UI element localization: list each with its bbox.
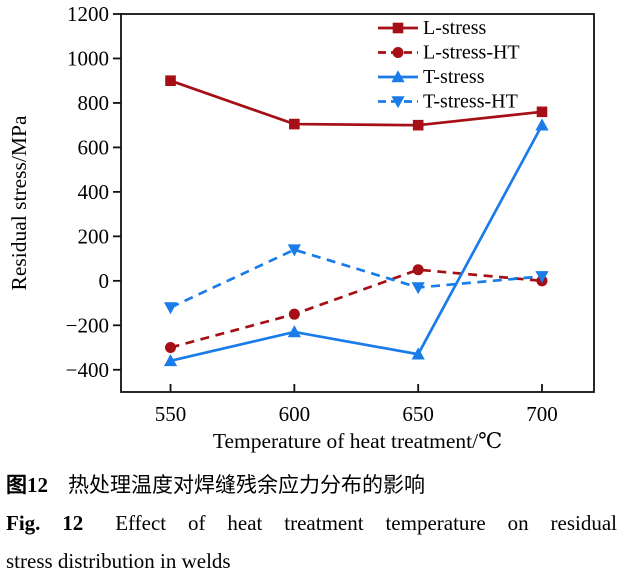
legend-label: L-stress (423, 17, 487, 39)
y-tick-label: 1200 (67, 2, 109, 26)
legend-item-L-stress: L-stress (378, 17, 487, 39)
y-tick-label: −400 (66, 358, 109, 382)
legend-item-T-stress: T-stress (378, 66, 485, 88)
data-point-marker (392, 22, 404, 34)
x-tick-label: 550 (155, 402, 187, 426)
data-point-marker (165, 342, 177, 354)
data-point-marker (163, 354, 178, 367)
series-L-stress-HT (165, 264, 548, 354)
data-point-marker (391, 96, 405, 109)
x-tick-label: 600 (279, 402, 311, 426)
series-line (169, 248, 543, 309)
data-point-marker (412, 264, 424, 276)
data-point-marker (165, 75, 176, 87)
x-axis-title: Temperature of heat treatment/℃ (213, 429, 502, 453)
series-line (170, 268, 543, 349)
series-T-stress (163, 118, 549, 367)
series-T-stress-HT (163, 244, 549, 315)
y-tick-label: 0 (99, 269, 110, 293)
y-tick-label: −200 (66, 313, 109, 337)
series-line (170, 124, 544, 363)
legend-label: T-stress-HT (423, 91, 518, 113)
y-tick-label: 400 (78, 180, 110, 204)
x-tick-label: 650 (402, 402, 434, 426)
caption-zh-label: 图12 (6, 473, 48, 497)
data-point-marker (163, 302, 178, 315)
legend: L-stress L-stress-HTT-stress T-stress-HT (378, 17, 520, 113)
data-point-marker (392, 47, 404, 58)
y-tick-label: 200 (78, 224, 110, 248)
residual-stress-chart: 1200 1000 800 600 400 200 0 −200 −400 550 600 650 70… (7, 2, 595, 453)
caption-english-line2: stress distribution in welds (6, 549, 231, 573)
caption-english-line1: Fig. 12 Effect of heat treatment tempera… (6, 504, 617, 542)
series-L-stress (165, 75, 548, 131)
caption-chinese: 图12 热处理温度对焊缝残余应力分布的影响 (6, 466, 617, 504)
caption-en-text: Effect of heat treatment temperature on … (115, 511, 617, 535)
plot-border (120, 13, 595, 393)
data-point-marker (535, 271, 549, 284)
y-axis-title: Residual stress/MPa (7, 115, 31, 290)
data-point-marker (411, 347, 425, 360)
legend-label: L-stress-HT (423, 42, 520, 64)
data-point-marker (411, 282, 425, 295)
data-point-marker (412, 119, 424, 131)
data-point-marker (536, 106, 548, 118)
data-point-marker (287, 325, 301, 338)
legend-label: T-stress (423, 66, 485, 88)
data-point-marker (391, 70, 405, 83)
data-point-marker (289, 118, 300, 130)
legend-item-L-stress-HT: L-stress-HT (378, 42, 520, 64)
y-tick-label: 600 (78, 135, 110, 159)
figure-caption: 图12 热处理温度对焊缝残余应力分布的影响 Fig. 12 Effect of h… (0, 460, 627, 580)
data-point-marker (535, 118, 549, 131)
y-tick-label: 800 (78, 91, 110, 115)
y-tick-label: 1000 (67, 46, 109, 70)
legend-item-T-stress-HT: T-stress-HT (378, 91, 518, 113)
x-tick-label: 700 (526, 402, 558, 426)
caption-zh-text: 热处理温度对焊缝残余应力分布的影响 (68, 473, 425, 497)
data-point-marker (287, 244, 301, 257)
data-point-marker (288, 308, 300, 320)
caption-en-label: Fig. 12 (6, 511, 84, 535)
series-line (170, 79, 543, 127)
